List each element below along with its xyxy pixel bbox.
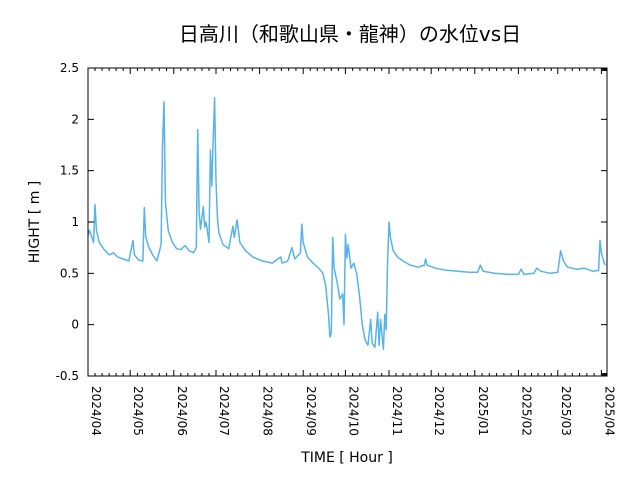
y-axis-label: HIGHT [ m ] bbox=[27, 181, 43, 264]
x-axis-label: TIME [ Hour ] bbox=[300, 450, 393, 466]
y-tick-label: 1.5 bbox=[60, 164, 79, 178]
x-tick-label: 2024/12 bbox=[432, 386, 446, 436]
y-tick-label: 0.5 bbox=[60, 266, 79, 280]
plot-frame bbox=[87, 67, 608, 377]
x-tick-label: 2024/10 bbox=[346, 386, 360, 436]
x-tick-label: 2024/06 bbox=[175, 386, 189, 436]
x-tick-label: 2025/04 bbox=[602, 386, 616, 436]
y-tick-label: 2 bbox=[71, 112, 79, 126]
y-tick-label: 2.5 bbox=[60, 61, 79, 75]
y-tick-label: 1 bbox=[71, 215, 79, 229]
y-tick-label: -0.5 bbox=[56, 369, 79, 383]
x-tick-label: 2024/07 bbox=[217, 386, 231, 436]
x-tick-label: 2025/02 bbox=[519, 386, 533, 436]
chart-title: 日高川（和歌山県・龍神）の水位vs日 bbox=[178, 22, 522, 46]
x-tick-label: 2025/03 bbox=[559, 386, 573, 436]
series-layer bbox=[87, 97, 607, 351]
y-tick-label: 0 bbox=[71, 318, 79, 332]
x-tick-label: 2024/05 bbox=[131, 386, 145, 436]
x-tick-label: 2024/09 bbox=[304, 386, 318, 436]
x-axis: 2024/04 2024/05 2024/06 2024/07 2024/08 2024/… bbox=[87, 68, 616, 436]
x-tick-label: 2024/04 bbox=[89, 386, 103, 436]
x-tick-label: 2024/08 bbox=[261, 386, 275, 436]
x-tick-label: 2024/11 bbox=[390, 386, 404, 436]
x-tick-label: 2025/01 bbox=[476, 386, 490, 436]
series-line-0 bbox=[87, 97, 607, 351]
